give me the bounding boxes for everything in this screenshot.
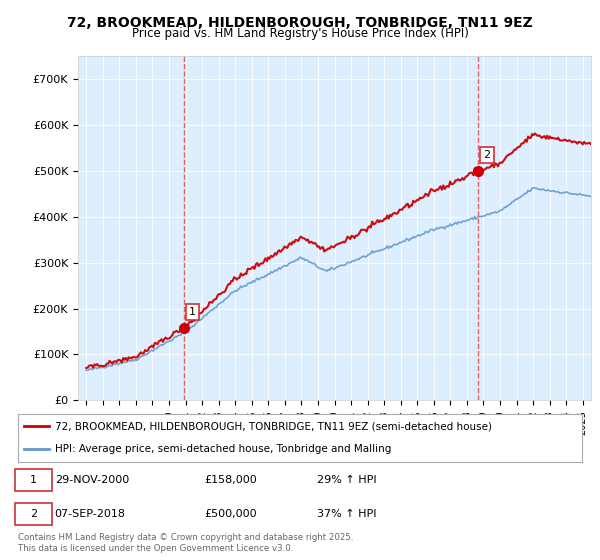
Text: 1: 1 (189, 307, 196, 317)
Text: 37% ↑ HPI: 37% ↑ HPI (317, 509, 376, 519)
Text: 72, BROOKMEAD, HILDENBOROUGH, TONBRIDGE, TN11 9EZ: 72, BROOKMEAD, HILDENBOROUGH, TONBRIDGE,… (67, 16, 533, 30)
Text: 1: 1 (30, 475, 37, 485)
Text: 29% ↑ HPI: 29% ↑ HPI (317, 475, 377, 485)
Text: 72, BROOKMEAD, HILDENBOROUGH, TONBRIDGE, TN11 9EZ (semi-detached house): 72, BROOKMEAD, HILDENBOROUGH, TONBRIDGE,… (55, 421, 491, 431)
Text: £158,000: £158,000 (204, 475, 257, 485)
Text: 07-SEP-2018: 07-SEP-2018 (55, 509, 125, 519)
Text: HPI: Average price, semi-detached house, Tonbridge and Malling: HPI: Average price, semi-detached house,… (55, 444, 391, 454)
Text: 29-NOV-2000: 29-NOV-2000 (55, 475, 129, 485)
FancyBboxPatch shape (15, 503, 52, 525)
FancyBboxPatch shape (15, 469, 52, 491)
Text: Contains HM Land Registry data © Crown copyright and database right 2025.
This d: Contains HM Land Registry data © Crown c… (18, 533, 353, 553)
Text: Price paid vs. HM Land Registry's House Price Index (HPI): Price paid vs. HM Land Registry's House … (131, 27, 469, 40)
Text: 2: 2 (30, 509, 37, 519)
Text: 2: 2 (484, 150, 491, 160)
Text: £500,000: £500,000 (204, 509, 257, 519)
